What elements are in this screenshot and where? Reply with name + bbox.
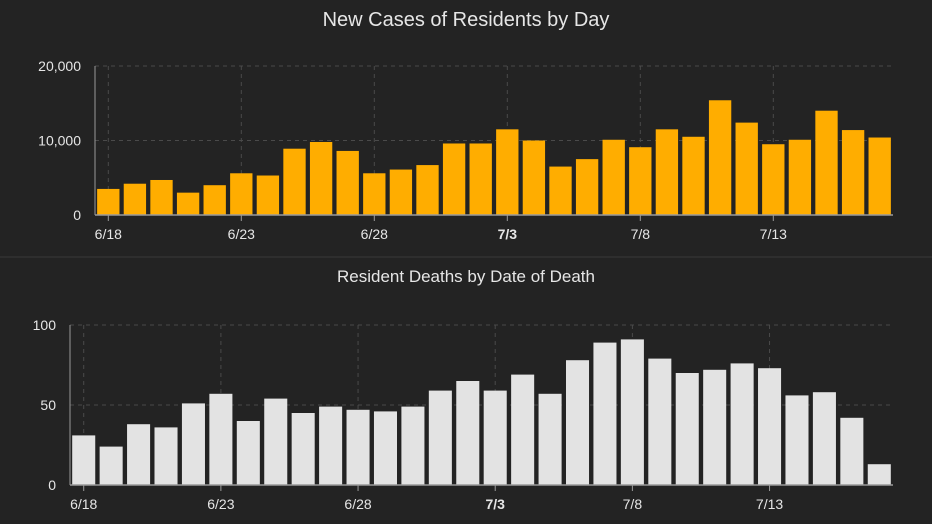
deaths-bar[interactable] — [620, 339, 644, 485]
cases-xtick-label: 7/8 — [631, 226, 651, 242]
deaths-bar[interactable] — [72, 435, 96, 485]
cases-bar[interactable] — [815, 110, 838, 215]
deaths-chart: Resident Deaths by Date of Death 0 50 100 6… — [33, 267, 893, 512]
cases-bar[interactable] — [868, 137, 891, 215]
deaths-bar[interactable] — [456, 381, 480, 485]
cases-bar[interactable] — [283, 148, 306, 215]
deaths-bar[interactable] — [428, 390, 452, 485]
cases-bar[interactable] — [123, 183, 147, 215]
cases-ytick-label: 20,000 — [38, 58, 81, 74]
cases-bar[interactable] — [176, 192, 200, 215]
cases-bar[interactable] — [655, 129, 679, 215]
deaths-bar[interactable] — [703, 369, 727, 485]
cases-bar[interactable] — [469, 143, 492, 215]
cases-bar[interactable] — [256, 175, 280, 215]
cases-bar[interactable] — [203, 185, 226, 215]
deaths-xtick-label: 7/3 — [485, 496, 505, 512]
deaths-bar[interactable] — [483, 390, 507, 485]
cases-xtick-label: 7/3 — [498, 226, 518, 242]
deaths-bar[interactable] — [291, 413, 315, 485]
deaths-bar[interactable] — [264, 398, 288, 485]
deaths-bar[interactable] — [565, 360, 590, 485]
cases-bar[interactable] — [575, 159, 599, 215]
cases-bar[interactable] — [416, 165, 439, 215]
cases-ytick-label: 10,000 — [38, 133, 81, 149]
cases-bar[interactable] — [629, 147, 652, 215]
cases-xtick-label: 6/28 — [361, 226, 388, 242]
deaths-bar[interactable] — [319, 406, 343, 485]
deaths-bar[interactable] — [511, 374, 535, 485]
deaths-xtick-label: 6/18 — [70, 496, 97, 512]
deaths-bar[interactable] — [675, 373, 699, 485]
deaths-bar[interactable] — [593, 342, 617, 485]
cases-xtick-label: 7/13 — [760, 226, 787, 242]
deaths-xtick-label: 7/8 — [623, 496, 643, 512]
deaths-xtick-label: 6/28 — [344, 496, 371, 512]
deaths-bar[interactable] — [648, 358, 672, 485]
deaths-bar[interactable] — [99, 446, 123, 485]
deaths-bar[interactable] — [812, 392, 836, 485]
cases-bar[interactable] — [442, 143, 466, 215]
deaths-bar[interactable] — [181, 403, 205, 485]
cases-bar[interactable] — [549, 166, 572, 215]
cases-xtick-label: 6/23 — [228, 226, 255, 242]
deaths-ytick-label: 0 — [48, 477, 56, 493]
cases-bar[interactable] — [97, 188, 120, 215]
deaths-bar[interactable] — [785, 395, 809, 485]
cases-bar[interactable] — [150, 179, 173, 215]
cases-xtick-label: 6/18 — [95, 226, 122, 242]
cases-bar[interactable] — [230, 173, 253, 215]
cases-ytick-label: 0 — [73, 207, 81, 223]
cases-bar[interactable] — [762, 144, 785, 215]
cases-bar[interactable] — [602, 139, 625, 215]
deaths-bar[interactable] — [840, 417, 864, 485]
cases-bar[interactable] — [363, 173, 386, 215]
deaths-bar[interactable] — [236, 421, 260, 485]
deaths-ytick-label: 50 — [40, 397, 56, 413]
cases-bar[interactable] — [336, 150, 359, 215]
deaths-chart-title: Resident Deaths by Date of Death — [337, 267, 595, 286]
cases-bar[interactable] — [682, 136, 705, 215]
deaths-xtick-label: 7/13 — [756, 496, 783, 512]
deaths-bar[interactable] — [154, 427, 178, 485]
deaths-bar[interactable] — [401, 406, 425, 485]
deaths-bar[interactable] — [373, 411, 398, 485]
cases-chart-title: New Cases of Residents by Day — [323, 9, 610, 31]
cases-bar[interactable] — [309, 141, 333, 215]
cases-bar[interactable] — [788, 139, 812, 215]
cases-bar[interactable] — [735, 122, 758, 215]
deaths-bar[interactable] — [209, 393, 233, 485]
cases-chart: New Cases of Residents by Day 0 10,000 20,… — [38, 9, 893, 242]
deaths-bar[interactable] — [538, 393, 562, 485]
cases-bar[interactable] — [708, 100, 732, 215]
cases-bar[interactable] — [496, 129, 519, 215]
deaths-bar[interactable] — [127, 424, 151, 485]
deaths-ytick-label: 100 — [33, 317, 57, 333]
deaths-bar[interactable] — [730, 363, 754, 485]
cases-bar[interactable] — [841, 130, 865, 215]
deaths-bar[interactable] — [758, 368, 782, 485]
deaths-xtick-label: 6/23 — [207, 496, 234, 512]
cases-bar[interactable] — [389, 169, 413, 215]
deaths-bar[interactable] — [346, 409, 370, 485]
cases-bar[interactable] — [522, 140, 546, 216]
deaths-bar[interactable] — [867, 464, 891, 485]
